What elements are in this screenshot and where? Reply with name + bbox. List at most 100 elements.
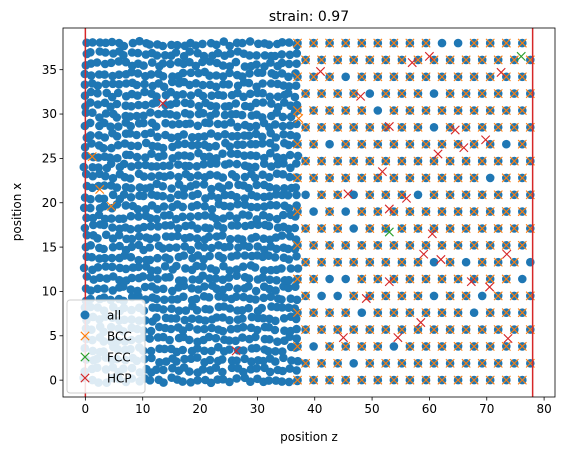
all-point — [317, 291, 326, 301]
bcc-point — [373, 341, 383, 351]
all-point — [86, 98, 95, 107]
all-point — [101, 38, 110, 48]
all-point — [186, 172, 195, 182]
hcp-point — [427, 229, 437, 239]
bcc-point — [445, 122, 455, 132]
all-point — [284, 140, 293, 150]
all-point — [180, 315, 190, 325]
all-point — [325, 139, 334, 149]
all-point — [225, 304, 235, 313]
bcc-point — [461, 55, 471, 65]
all-point — [211, 141, 220, 151]
all-point — [125, 129, 135, 138]
all-point — [198, 80, 208, 90]
bcc-point — [341, 105, 351, 116]
all-point — [94, 210, 104, 220]
all-point — [113, 153, 122, 163]
all-point — [127, 234, 137, 244]
bcc-point — [429, 55, 439, 65]
all-point — [86, 48, 95, 57]
hcp-point — [450, 125, 460, 135]
hcp-point — [466, 277, 476, 287]
bcc-point — [405, 274, 415, 284]
all-point — [270, 252, 280, 262]
all-point — [211, 274, 221, 283]
bcc-point — [469, 139, 479, 149]
all-point — [93, 100, 103, 109]
bcc-point — [517, 173, 527, 183]
all-point — [309, 342, 318, 351]
all-point — [100, 214, 110, 224]
bcc-point — [413, 55, 423, 65]
bcc-point — [445, 325, 455, 335]
all-point — [94, 153, 103, 162]
all-point — [251, 232, 261, 242]
hcp-point — [384, 277, 394, 287]
bcc-point — [301, 257, 311, 267]
all-point — [134, 255, 143, 265]
bcc-point — [477, 122, 487, 132]
bcc-point — [437, 375, 447, 385]
all-point — [238, 72, 247, 81]
all-point — [277, 69, 287, 78]
all-point — [284, 82, 294, 91]
all-point — [172, 261, 181, 271]
y-tick-label: 5 — [49, 329, 57, 343]
bcc-point — [453, 341, 463, 351]
all-point — [301, 190, 310, 200]
all-point — [266, 58, 275, 67]
all-point — [119, 41, 129, 51]
all-point — [160, 344, 169, 354]
bcc-point — [509, 291, 519, 301]
bcc-point — [501, 38, 511, 48]
all-point — [205, 305, 214, 314]
all-point — [292, 159, 301, 168]
bcc-point — [381, 291, 391, 301]
all-point — [290, 92, 300, 102]
all-point — [93, 234, 102, 243]
all-point — [278, 347, 287, 356]
all-point — [133, 286, 142, 296]
bcc-point — [413, 89, 423, 99]
all-point — [93, 263, 103, 272]
bcc-point — [373, 207, 383, 217]
bcc-point — [501, 173, 511, 183]
all-point — [225, 159, 234, 168]
all-point — [127, 273, 137, 283]
all-point — [121, 264, 131, 274]
all-point — [291, 81, 301, 90]
all-point — [251, 121, 261, 131]
hcp-point — [384, 204, 394, 214]
all-point — [233, 149, 242, 159]
all-point — [191, 61, 201, 71]
all-point — [237, 110, 247, 120]
all-point — [232, 265, 241, 274]
all-point — [185, 119, 195, 128]
all-point — [224, 282, 234, 292]
all-point — [207, 205, 217, 214]
bcc-point — [477, 190, 487, 200]
all-point — [168, 72, 177, 81]
bcc-point — [301, 89, 311, 99]
bcc-point — [292, 274, 303, 284]
all-point — [198, 271, 208, 281]
all-point — [272, 184, 281, 193]
all-point — [240, 62, 250, 71]
all-point — [166, 193, 175, 203]
bcc-point — [509, 156, 519, 166]
all-point — [277, 295, 286, 304]
all-point — [154, 109, 163, 119]
all-point — [115, 241, 124, 251]
all-point — [293, 151, 303, 161]
bcc-point — [106, 201, 116, 211]
all-point — [86, 194, 95, 204]
bcc-point — [292, 139, 303, 149]
bcc-point — [349, 89, 359, 99]
all-point — [155, 358, 164, 367]
y-axis-label: position x — [10, 183, 24, 241]
all-point — [81, 169, 91, 179]
legend-frame — [66, 299, 146, 394]
bcc-point — [373, 308, 383, 318]
all-point — [272, 201, 281, 210]
bcc-point — [501, 375, 511, 385]
